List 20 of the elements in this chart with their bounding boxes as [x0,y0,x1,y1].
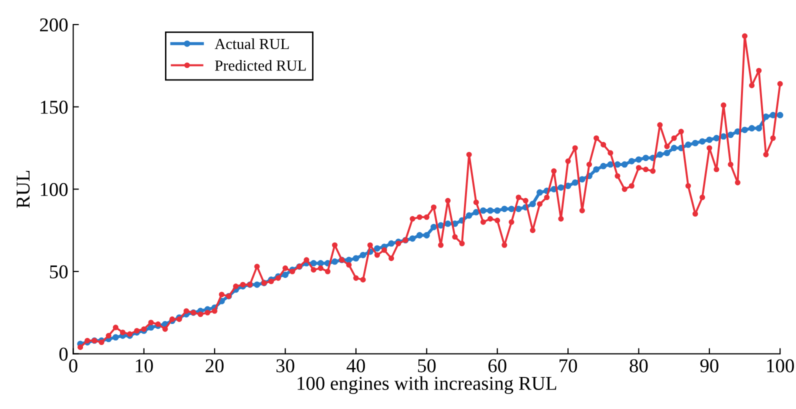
y-tick-label: 100 [40,182,68,196]
legend-label: Actual RUL [214,38,289,50]
x-tick-label: 10 [136,359,153,372]
y-tick-label: 150 [40,100,68,114]
y-tick-label: 50 [50,265,68,278]
x-tick-label: 80 [630,359,648,372]
x-tick-label: 20 [206,359,224,372]
x-tick-label: 50 [418,359,436,372]
x-axis-title: 100 engines with increasing RUL [298,376,556,394]
x-tick-label: 70 [560,359,578,372]
x-tick-label: 30 [276,359,294,372]
x-tick-label: 40 [346,359,365,372]
y-tick-label: 0 [59,348,68,361]
y-axis-title: RUL [16,170,30,208]
y-tick-label: 200 [40,18,68,32]
x-tick-label: 100 [767,359,794,372]
legend-label: Predicted RUL [215,60,306,71]
x-tick-label: 90 [700,359,718,372]
x-tick-label: 0 [69,359,78,372]
x-tick-label: 60 [488,359,506,372]
